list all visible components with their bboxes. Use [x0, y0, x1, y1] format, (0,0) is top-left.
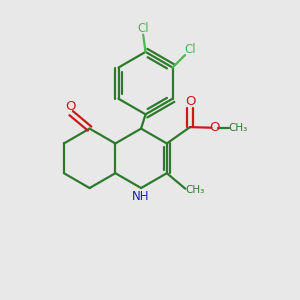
Text: O: O: [65, 100, 76, 113]
Text: Cl: Cl: [184, 43, 196, 56]
Text: O: O: [185, 95, 195, 108]
Text: NH: NH: [132, 190, 149, 203]
Text: CH₃: CH₃: [185, 185, 204, 195]
Text: O: O: [210, 121, 220, 134]
Text: CH₃: CH₃: [228, 123, 247, 133]
Text: Cl: Cl: [137, 22, 149, 34]
